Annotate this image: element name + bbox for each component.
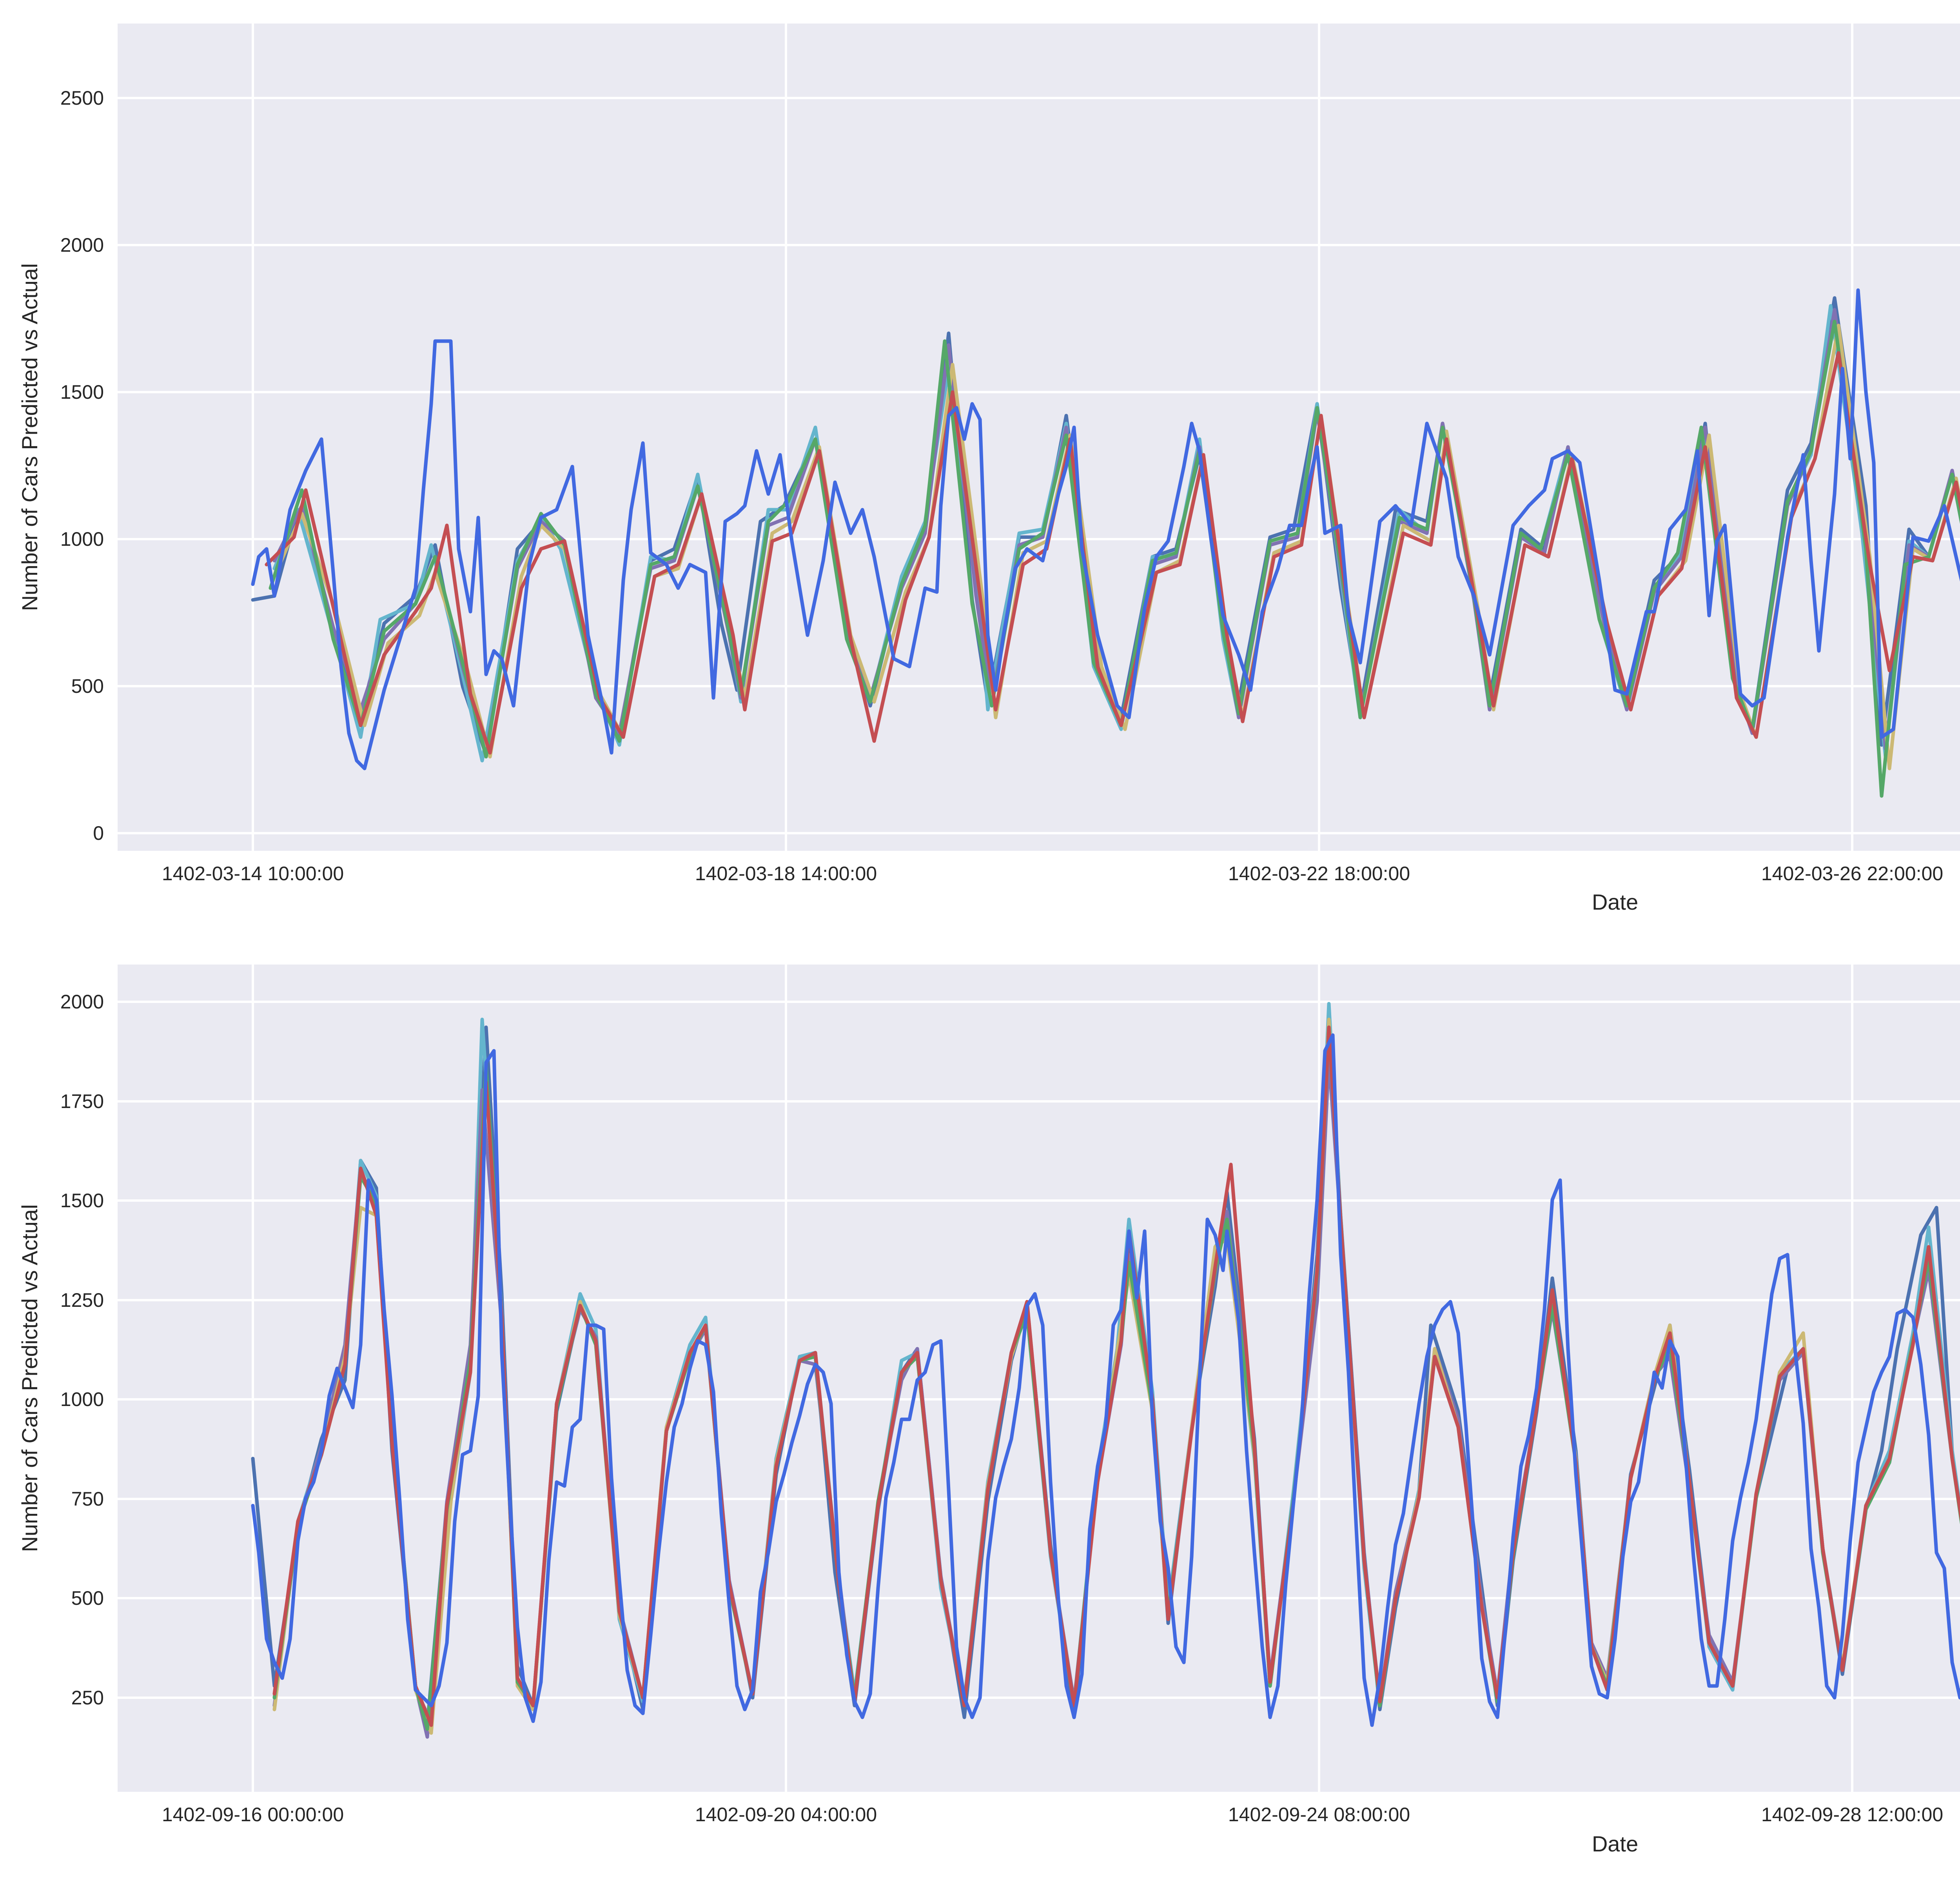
y-tick-label: 1750	[60, 1090, 104, 1112]
y-tick-label: 750	[71, 1488, 104, 1510]
x-tick-label: 1402-09-16 00:00:00	[162, 1804, 344, 1826]
y-tick-label: 1250	[60, 1289, 104, 1311]
y-tick-label: 0	[93, 822, 104, 844]
bottom-y-tick-labels: 250 500 750 1000 1250 1500 1750 2000	[60, 991, 104, 1709]
y-tick-label: 2000	[60, 234, 104, 256]
bottom-series	[251, 1002, 1960, 1739]
y-tick-label: 500	[71, 675, 104, 697]
y-tick-label: 250	[71, 1687, 104, 1709]
bottom-x-axis-label: Date	[1592, 1831, 1638, 1856]
x-tick-label: 1402-03-14 10:00:00	[162, 863, 344, 885]
x-tick-label: 1402-03-26 22:00:00	[1761, 863, 1943, 885]
series-predicted-1	[265, 351, 1960, 755]
top-y-axis-label: Number of Cars Predicted vs Actual	[17, 263, 42, 611]
top-y-tick-labels: 0 500 1000 1500 2000 2500	[60, 87, 104, 844]
top-series	[251, 288, 1960, 798]
y-tick-label: 1000	[60, 528, 104, 550]
y-tick-label: 2500	[60, 87, 104, 109]
bottom-chart: 250 500 750 1000 1250 1500 1750 2000 140…	[17, 965, 1960, 1856]
series-actual	[251, 1033, 1960, 1727]
top-x-axis-label: Date	[1592, 890, 1638, 914]
x-tick-label: 1402-09-20 04:00:00	[695, 1804, 877, 1826]
top-plot-area	[118, 24, 1960, 851]
y-tick-label: 500	[71, 1587, 104, 1609]
bottom-x-tick-labels: 1402-09-16 00:00:00 1402-09-20 04:00:00 …	[162, 1804, 1943, 1826]
series-actual	[251, 288, 1960, 770]
y-tick-label: 2000	[60, 991, 104, 1013]
bottom-y-axis-label: Number of Cars Predicted vs Actual	[17, 1204, 42, 1552]
y-tick-label: 1500	[60, 381, 104, 403]
bottom-plot-area	[118, 965, 1960, 1792]
top-chart: 0 500 1000 1500 2000 2500 1402-03-14 10:…	[17, 24, 1960, 914]
x-tick-label: 1402-09-24 08:00:00	[1228, 1804, 1410, 1826]
x-tick-label: 1402-03-18 14:00:00	[695, 863, 877, 885]
top-x-tick-labels: 1402-03-14 10:00:00 1402-03-18 14:00:00 …	[162, 863, 1943, 885]
y-tick-label: 1500	[60, 1190, 104, 1212]
x-tick-label: 1402-09-28 12:00:00	[1761, 1804, 1943, 1826]
x-tick-label: 1402-03-22 18:00:00	[1228, 863, 1410, 885]
y-tick-label: 1000	[60, 1388, 104, 1410]
